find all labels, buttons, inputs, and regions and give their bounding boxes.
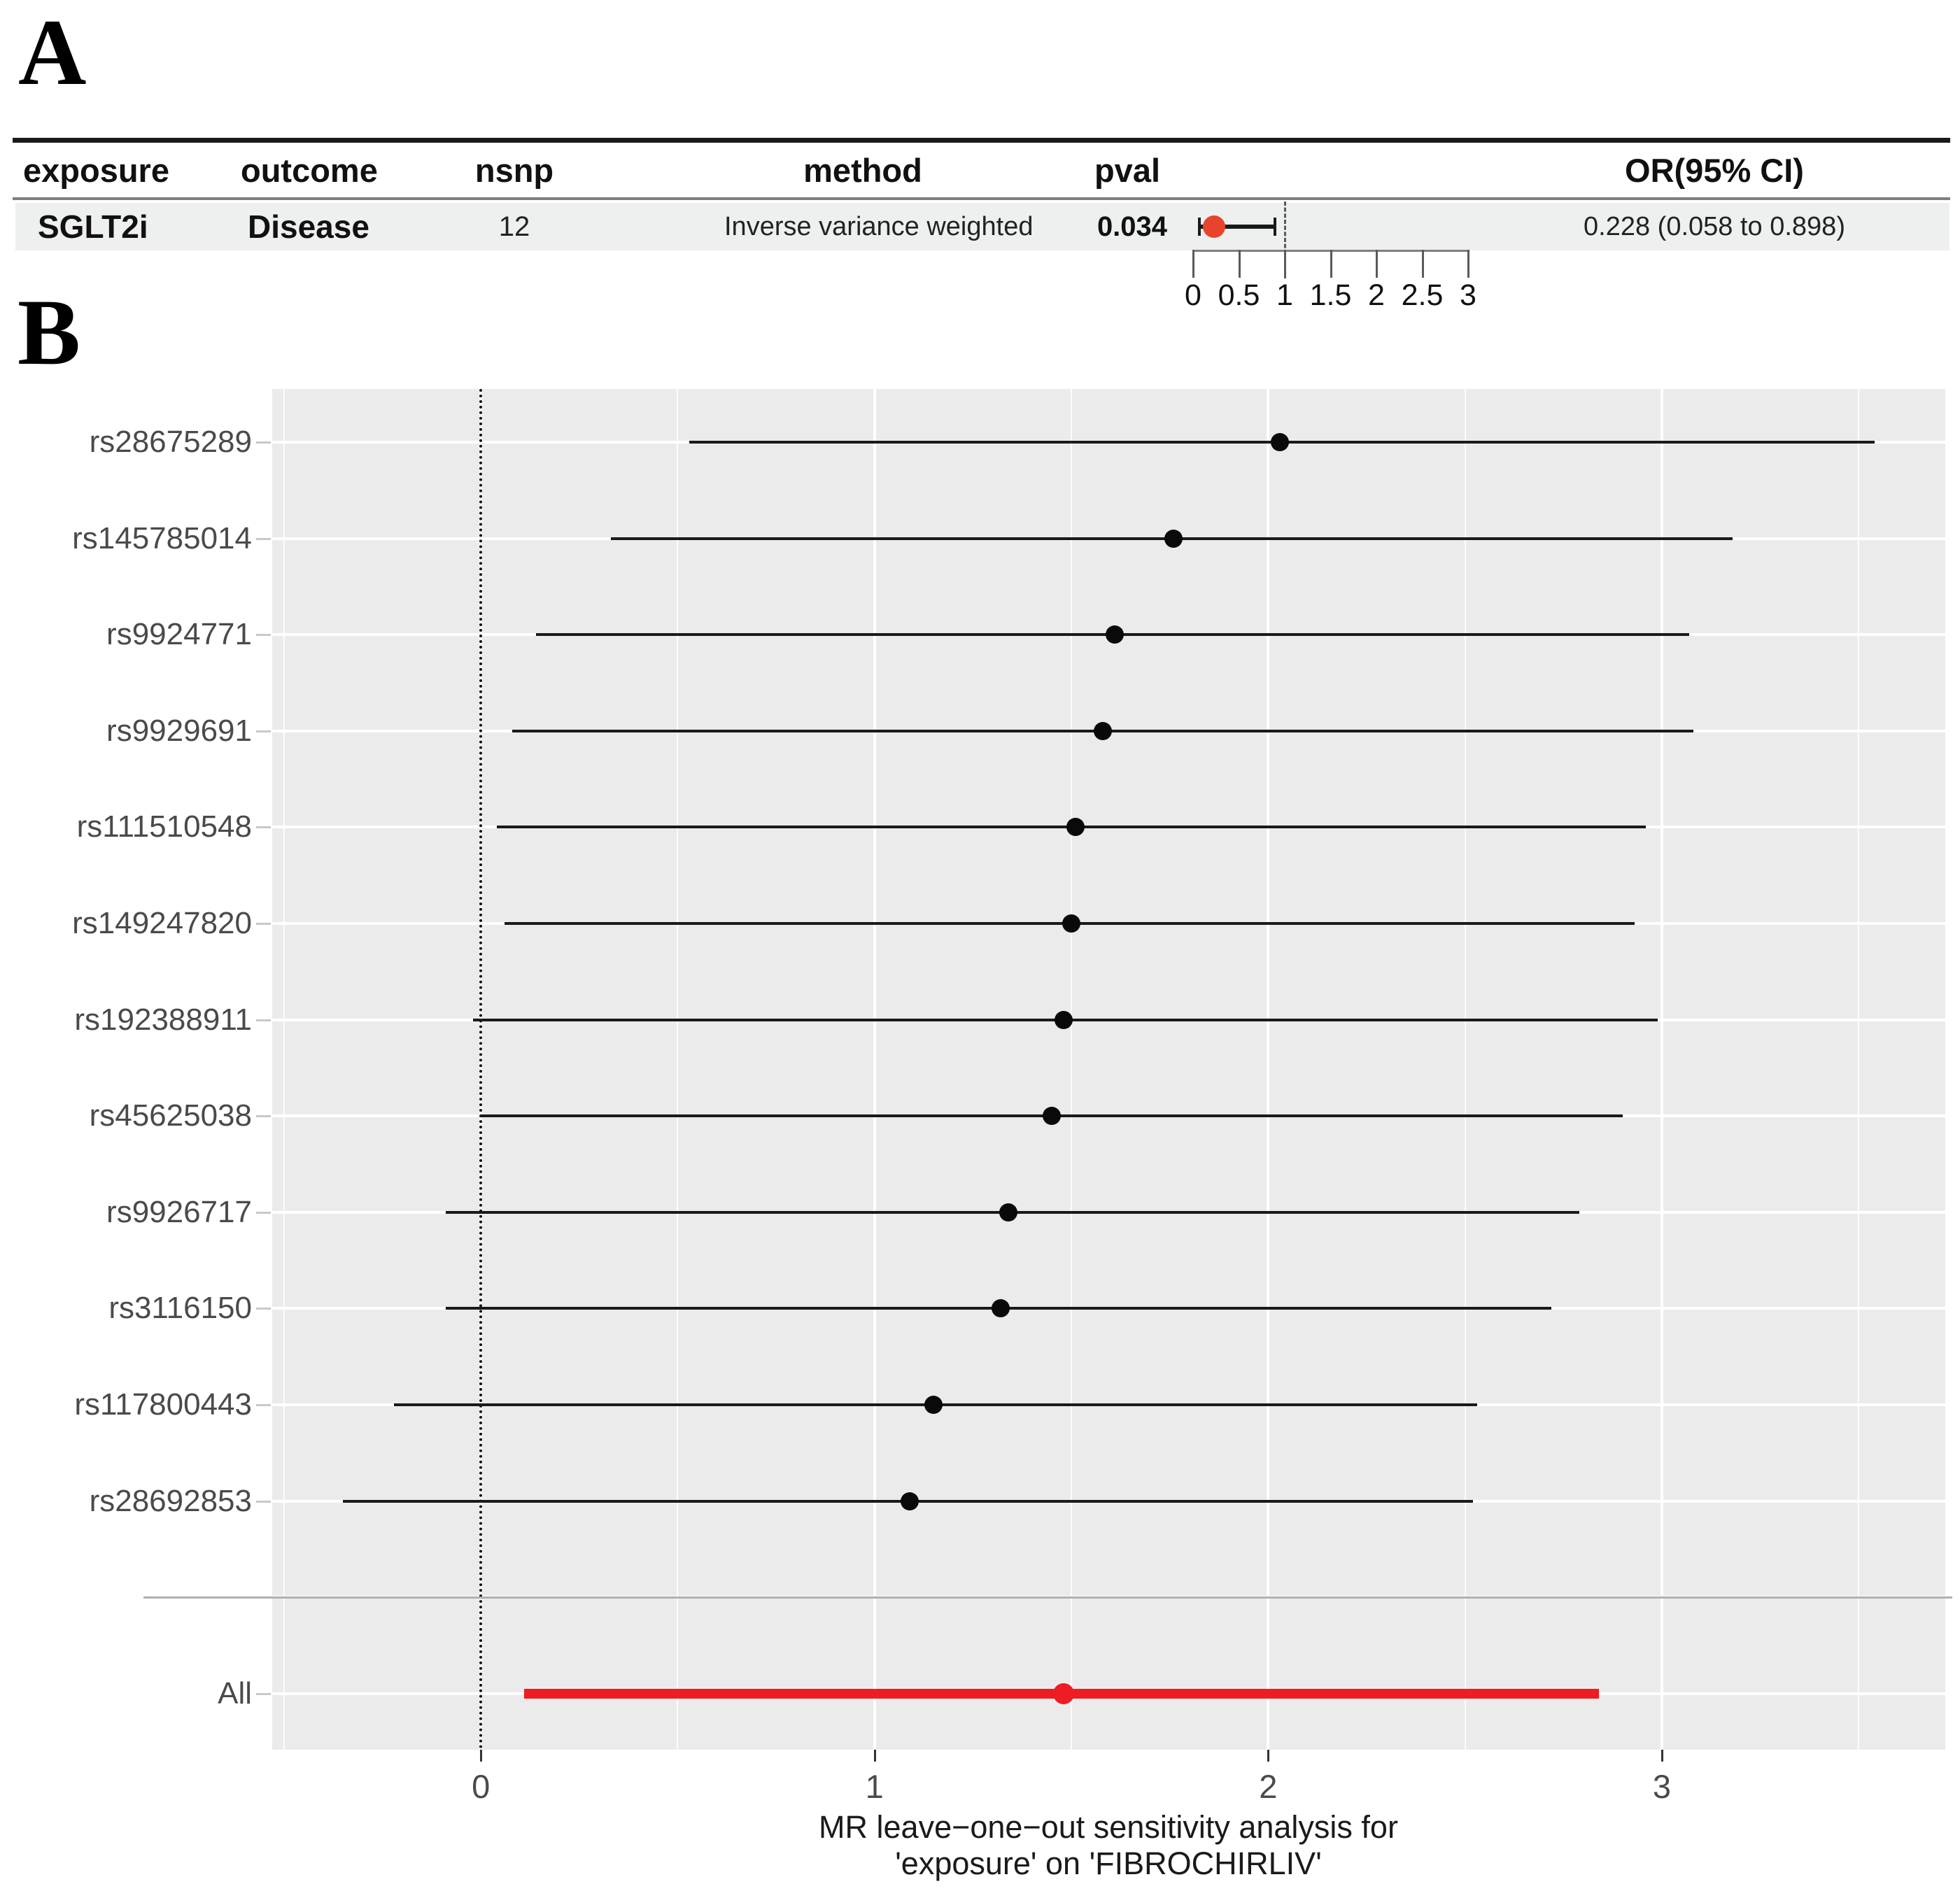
mini-axis-tick xyxy=(1421,250,1424,278)
mini-axis-tick xyxy=(1284,250,1286,278)
x-axis-tick-label: 2 xyxy=(1259,1768,1278,1805)
cell-pval: 0.034 xyxy=(1097,211,1168,242)
y-axis-tick xyxy=(256,537,271,540)
point-estimate-All xyxy=(1052,1683,1074,1704)
mini-axis-tick-label: 1.5 xyxy=(1309,278,1352,312)
y-axis-tick xyxy=(256,1308,271,1310)
y-axis-label-rs9926717: rs9926717 xyxy=(106,1194,252,1229)
point-estimate-rs45625038 xyxy=(1042,1107,1061,1126)
y-axis-tick xyxy=(256,1211,271,1214)
y-axis-label-rs9929691: rs9929691 xyxy=(106,713,252,748)
y-axis-label-rs45625038: rs45625038 xyxy=(89,1098,252,1133)
y-axis-label-rs3116150: rs3116150 xyxy=(108,1291,252,1326)
y-axis-tick xyxy=(256,1115,271,1118)
panel-b-label: B xyxy=(17,281,81,385)
mini-axis-tick xyxy=(1238,250,1241,278)
x-axis-tick-label: 1 xyxy=(865,1768,884,1805)
mini-axis-tick-label: 2 xyxy=(1368,278,1385,312)
x-axis-tick-label: 0 xyxy=(472,1768,491,1805)
y-axis-tick xyxy=(256,1019,271,1021)
x-axis-tick xyxy=(873,1750,876,1762)
cell-nsnp: 12 xyxy=(498,211,530,242)
gridline-vertical-minor xyxy=(1464,389,1466,1750)
x-axis-tick-label: 3 xyxy=(1652,1768,1671,1805)
y-axis-tick xyxy=(256,1692,271,1695)
table-header-rule xyxy=(13,197,1950,200)
table-row xyxy=(15,203,1950,250)
cell-method: Inverse variance weighted xyxy=(724,212,1034,241)
mini-axis-tick-label: 3 xyxy=(1460,278,1476,312)
x-axis-tick xyxy=(1661,1750,1663,1762)
gridline-vertical-minor xyxy=(677,389,679,1750)
y-axis-label-rs192388911: rs192388911 xyxy=(74,1002,252,1037)
col-header-pval: pval xyxy=(1094,152,1161,189)
point-estimate-rs192388911 xyxy=(1054,1010,1073,1029)
cell-outcome: Disease xyxy=(248,208,369,245)
point-estimate-rs149247820 xyxy=(1062,914,1081,933)
x-axis-title-line2: 'exposure' on 'FIBROCHIRLIV' xyxy=(895,1846,1322,1881)
mini-forest-plot: 0 0.5 1 1.5 2 2.5 3 xyxy=(0,0,1960,329)
mini-axis-tick-label: 0 xyxy=(1185,278,1201,312)
y-axis-label-rs28675289: rs28675289 xyxy=(89,425,252,459)
x-axis-tick xyxy=(480,1750,483,1762)
mini-axis-tick-label: 2.5 xyxy=(1401,278,1444,312)
table-top-rule xyxy=(13,138,1950,143)
y-axis-label-rs117800443: rs117800443 xyxy=(74,1387,252,1422)
y-axis-tick xyxy=(256,923,271,925)
y-axis-tick xyxy=(256,441,271,444)
gridline-vertical-minor xyxy=(1071,389,1073,1750)
mini-ci-cap-low xyxy=(1197,218,1201,236)
point-estimate-rs9924771 xyxy=(1105,625,1124,644)
y-axis-label-All: All xyxy=(218,1676,252,1711)
point-estimate-rs117800443 xyxy=(924,1396,943,1414)
mini-axis-tick-label: 1 xyxy=(1276,278,1293,312)
x-axis-tick xyxy=(1267,1750,1270,1762)
point-estimate-rs145785014 xyxy=(1164,529,1183,548)
point-estimate-rs3116150 xyxy=(991,1299,1010,1318)
y-axis-tick xyxy=(256,730,271,732)
y-axis-tick xyxy=(256,634,271,637)
mini-ci-cap-high xyxy=(1273,218,1276,236)
gridline-vertical-major xyxy=(1660,389,1663,1750)
mini-ref-line xyxy=(1284,201,1286,278)
mini-ci-line xyxy=(1198,225,1276,229)
y-axis-label-rs28692853: rs28692853 xyxy=(89,1483,252,1518)
x-axis-title-line1: MR leave−one−out sensitivity analysis fo… xyxy=(819,1809,1398,1845)
mini-axis-tick xyxy=(1376,250,1378,278)
mini-axis-tick-label: 0.5 xyxy=(1218,278,1260,312)
leave-one-out-forest-plot xyxy=(272,389,1945,1750)
col-header-outcome: outcome xyxy=(241,152,378,189)
zero-reference-line xyxy=(479,389,483,1750)
point-estimate-rs111510548 xyxy=(1066,818,1085,837)
y-axis-tick xyxy=(256,1500,271,1503)
cell-exposure: SGLT2i xyxy=(38,208,148,245)
y-axis-label-rs111510548: rs111510548 xyxy=(76,809,252,844)
gridline-vertical-minor xyxy=(1858,389,1860,1750)
cell-or-ci: 0.228 (0.058 to 0.898) xyxy=(1584,212,1845,241)
gridline-vertical-major xyxy=(873,389,876,1750)
col-header-nsnp: nsnp xyxy=(474,152,554,189)
y-axis-label-rs149247820: rs149247820 xyxy=(72,906,252,940)
y-axis-tick xyxy=(256,826,271,829)
all-divider-line xyxy=(143,1596,1952,1599)
y-axis-label-rs145785014: rs145785014 xyxy=(72,520,252,555)
point-estimate-rs28675289 xyxy=(1271,433,1290,451)
col-header-method: method xyxy=(803,152,922,189)
col-header-or-ci: OR(95% CI) xyxy=(1625,152,1804,189)
y-axis-label-rs9924771: rs9924771 xyxy=(106,617,252,652)
panel-a-label: A xyxy=(18,1,87,105)
col-header-exposure: exposure xyxy=(23,152,169,189)
mini-axis-tick xyxy=(1192,250,1194,278)
mini-point-estimate xyxy=(1202,215,1225,238)
point-estimate-rs9926717 xyxy=(999,1203,1018,1221)
point-estimate-rs9929691 xyxy=(1094,721,1113,740)
gridline-vertical-minor xyxy=(283,389,285,1750)
mini-axis-tick xyxy=(1330,250,1332,278)
gridline-vertical-major xyxy=(1267,389,1270,1750)
point-estimate-rs28692853 xyxy=(901,1492,919,1510)
mini-axis-tick xyxy=(1467,250,1469,278)
y-axis-tick xyxy=(256,1404,271,1406)
